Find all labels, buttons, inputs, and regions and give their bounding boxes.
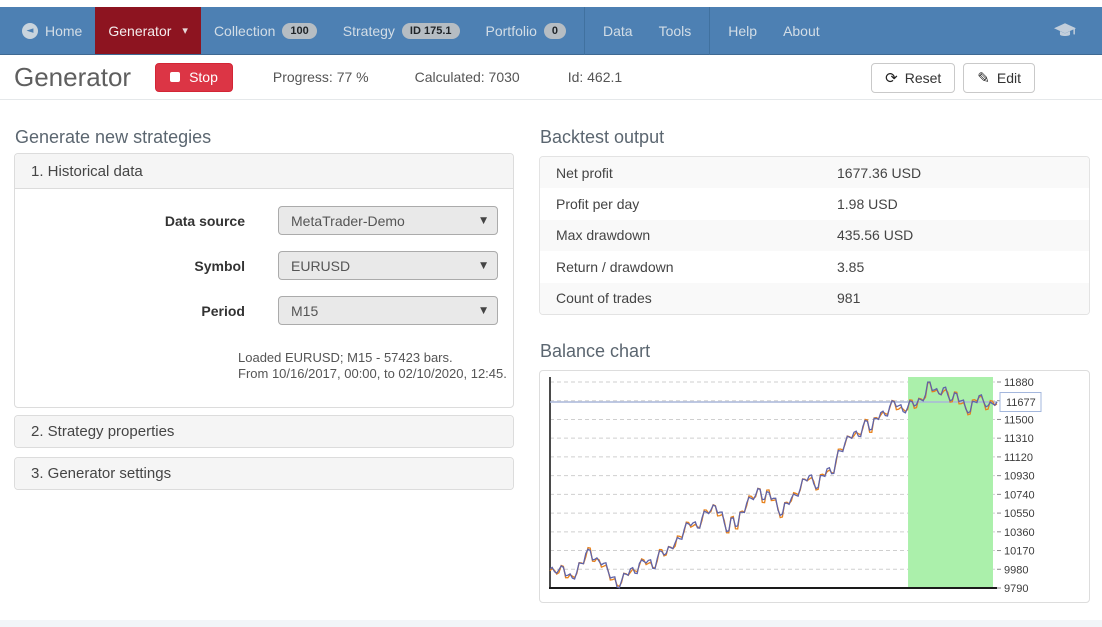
y-axis-tick-label: 10170 [1004,546,1035,558]
accordion-header-generator-settings[interactable]: 3. Generator settings [15,458,513,489]
generator-toolbar: Generator Stop Progress: 77 % Calculated… [0,55,1102,100]
table-row: Return / drawdown 3.85 [556,258,865,275]
back-circle-logo-icon: ◄ [22,22,38,39]
strategy-properties-panel: 2. Strategy properties [14,415,514,448]
nav-item-help[interactable]: Help [715,7,770,54]
education-button[interactable] [1054,7,1076,54]
period-select[interactable]: M15 ▼ [278,296,498,325]
nav-label: Strategy [342,22,395,39]
table-row: Net profit 1677.36 USD [540,157,1089,189]
generate-strategies-heading: Generate new strategies [15,127,212,147]
pencil-icon: ✎ [977,69,990,87]
loaded-data-info: Loaded EURUSD; M15 - 57423 bars. From 10… [238,350,507,381]
footer-edge [0,620,1102,627]
nav-item-portfolio[interactable]: Portfolio 0 [473,7,579,54]
strategy-id-status: Id: 462.1 [567,69,623,85]
top-navbar: ◄ Home Generator ▾ Collection 100 Strate… [0,7,1102,55]
nav-item-collection[interactable]: Collection 100 [201,7,330,54]
y-axis-tick-label: 11310 [1004,433,1034,445]
backtest-output-table: Net profit 1677.36 USD Profit per day 1.… [539,156,1090,315]
backtest-output-heading: Backtest output [540,127,665,147]
graduation-cap-icon [1054,22,1076,36]
collection-count-badge: 100 [282,22,317,39]
nav-label: About [783,22,820,39]
balance-chart: 9790 9980 10170 10360 10550 10740 10930 11120 11… [549,377,1042,595]
table-row: Count of trades 981 [540,282,1089,314]
current-balance-label-box [999,392,1042,413]
balance-line [549,381,998,589]
page-title: Generator [14,61,132,92]
y-axis-tick-label: 9790 [1004,583,1028,595]
table-row: Profit per day 1.98 USD [556,196,898,213]
current-balance-label: 11677 [1006,397,1036,409]
stop-button[interactable]: Stop [155,62,233,92]
symbol-label: Symbol [194,257,245,274]
calculated-status: Calculated: 7030 [414,69,520,85]
historical-data-panel: 1. Historical data Data source MetaTrade… [14,153,514,408]
nav-label: Data [603,22,633,39]
select-caret-icon: ▼ [480,260,487,271]
y-axis-tick-label: 11880 [1004,377,1034,389]
nav-label: Collection [213,22,276,39]
navbar-divider [584,7,585,55]
accordion-header-strategy-properties[interactable]: 2. Strategy properties [15,416,513,447]
navbar-divider [709,7,711,55]
nav-item-about[interactable]: About [770,7,833,54]
balance-chart-panel: 9790 9980 10170 10360 10550 10740 10930 11120 11… [539,370,1090,603]
portfolio-count-badge: 0 [543,22,566,39]
accordion-header-historical-data[interactable]: 1. Historical data [15,154,513,189]
nav-label: Tools [658,22,692,39]
nav-label: Portfolio [485,22,537,39]
y-axis-tick-label: 10930 [1004,471,1035,483]
y-axis-tick-label: 10550 [1004,508,1035,520]
balance-chart-heading: Balance chart [540,341,651,361]
data-source-label: Data source [164,212,245,229]
progress-status: Progress: 77 % [272,69,369,85]
nav-label: Home [45,22,83,39]
symbol-select[interactable]: EURUSD ▼ [278,251,498,280]
strategy-id-badge: ID 175.1 [401,22,460,39]
nav-label: Generator [108,22,172,39]
select-caret-icon: ▼ [480,305,487,316]
nav-item-strategy[interactable]: Strategy ID 175.1 [330,7,473,54]
y-axis-tick-label: 10740 [1004,489,1035,501]
edit-button[interactable]: ✎ Edit [963,63,1035,93]
select-caret-icon: ▼ [480,215,487,226]
generator-settings-panel: 3. Generator settings [14,457,514,490]
data-source-select[interactable]: MetaTrader-Demo ▼ [278,206,498,235]
period-label: Period [201,302,245,319]
stop-square-icon [170,72,181,82]
nav-item-tools[interactable]: Tools [646,7,705,54]
nav-item-home[interactable]: ◄ Home [14,7,95,54]
historical-data-body: Data source MetaTrader-Demo ▼ Symbol EUR… [15,206,513,382]
refresh-icon: ⟳ [885,69,898,87]
chevron-down-icon: ▾ [182,24,188,37]
y-axis-tick-label: 10360 [1004,527,1035,539]
nav-item-data[interactable]: Data [590,7,646,54]
y-axis-tick-label: 11120 [1004,452,1033,464]
reset-button[interactable]: ⟳ Reset [871,63,956,93]
nav-item-generator[interactable]: Generator ▾ [95,7,201,54]
oos-region [908,377,993,588]
y-axis-tick-label: 11500 [1004,414,1034,426]
y-axis-tick-label: 9980 [1004,564,1028,576]
table-row: Max drawdown 435.56 USD [540,219,1089,252]
nav-label: Help [728,22,758,39]
